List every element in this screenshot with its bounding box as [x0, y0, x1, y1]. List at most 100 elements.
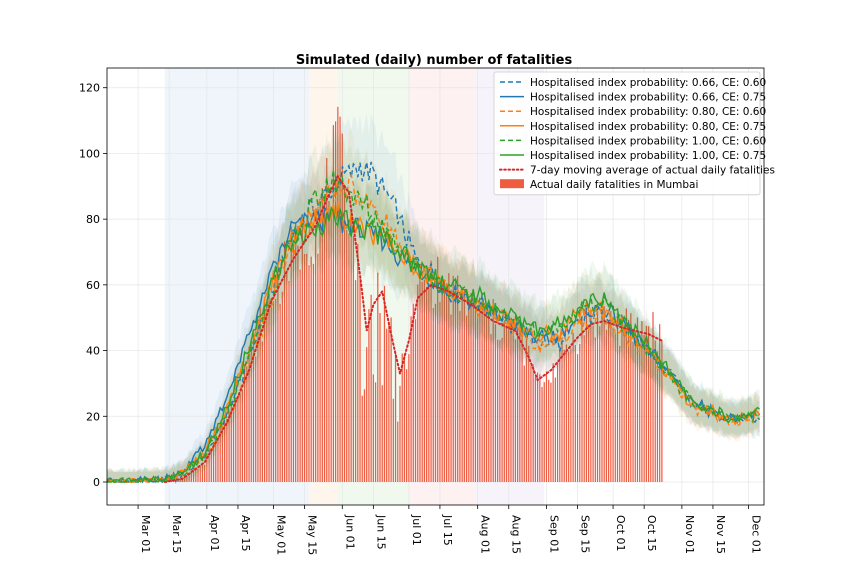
- x-tick-label-7: Jun 15: [374, 514, 387, 550]
- fatality-bar: [652, 312, 654, 482]
- fatality-bar: [563, 349, 565, 482]
- fatality-bar: [450, 314, 452, 482]
- x-tick-label-12: Sep 01: [547, 515, 560, 553]
- fatality-bar: [179, 478, 181, 482]
- fatality-bar: [246, 366, 248, 482]
- fatality-bar: [501, 337, 503, 482]
- fatality-bar: [408, 354, 410, 482]
- fatality-bar: [601, 309, 603, 482]
- fatality-bar: [434, 303, 437, 482]
- fatality-bar: [612, 327, 614, 482]
- fatality-bar: [457, 275, 459, 482]
- y-tick-label-60: 60: [86, 279, 100, 292]
- fatality-bar: [399, 385, 401, 482]
- fatality-bar: [341, 133, 343, 482]
- fatality-bar: [656, 351, 659, 482]
- fatality-bar: [403, 353, 406, 482]
- fatality-bar: [463, 289, 465, 482]
- fatality-bar: [459, 310, 461, 482]
- fatality-bar: [319, 202, 321, 482]
- fatality-bar: [190, 471, 192, 482]
- fatality-bar: [430, 260, 432, 482]
- fatality-bar: [559, 346, 561, 482]
- fatality-bar: [286, 270, 288, 482]
- fatality-bar: [619, 345, 621, 482]
- fatality-bar: [474, 297, 477, 482]
- fatality-bar: [650, 350, 652, 482]
- envelope-series-1: [107, 164, 760, 483]
- fatality-bar: [390, 317, 392, 482]
- fatality-bar: [374, 382, 377, 482]
- fatality-bar: [596, 309, 599, 482]
- fatality-bar: [279, 303, 281, 482]
- fatality-bar: [497, 339, 499, 482]
- fatality-bar: [219, 423, 221, 482]
- fatality-bar: [581, 318, 583, 482]
- fatality-bar: [585, 310, 588, 482]
- fatality-bar: [661, 339, 663, 482]
- x-tick-label-11: Aug 15: [510, 515, 523, 554]
- x-tick-label-16: Nov 01: [683, 515, 696, 554]
- fatality-bar: [432, 308, 434, 482]
- fatality-bar: [317, 253, 319, 482]
- fatality-bar: [630, 313, 632, 482]
- fatality-bar: [244, 366, 246, 482]
- fatality-bar: [270, 298, 272, 482]
- fatality-bar: [386, 328, 388, 482]
- fatality-bar: [472, 290, 474, 482]
- fatality-bar: [239, 394, 241, 482]
- fatality-bar: [266, 299, 268, 482]
- fatality-bar: [517, 327, 519, 482]
- fatality-bar: [605, 329, 608, 482]
- fatality-bar: [383, 285, 386, 482]
- fatality-bar: [483, 303, 485, 482]
- fatality-bar: [195, 467, 197, 482]
- fatality-bar: [352, 235, 354, 482]
- fatality-bar: [441, 283, 443, 482]
- fatality-bar: [224, 421, 226, 482]
- fatality-bar: [417, 284, 419, 482]
- fatality-bar: [257, 319, 259, 482]
- legend-label-2: Hospitalised index probability: 0.80, CE…: [530, 106, 766, 118]
- fatality-bar: [645, 325, 647, 482]
- line-series-1: [106, 204, 761, 484]
- fatality-bar: [321, 188, 323, 482]
- x-tick-label-5: May 15: [306, 515, 319, 555]
- fatality-bar: [608, 321, 610, 482]
- fatality-bar: [556, 362, 559, 482]
- fatality-bar: [343, 188, 346, 482]
- fatality-bar: [272, 301, 275, 482]
- fatality-bar: [468, 306, 470, 482]
- fatality-bar: [330, 211, 332, 483]
- legend-label-3: Hospitalised index probability: 0.80, CE…: [530, 121, 766, 133]
- fatality-bar: [616, 312, 619, 482]
- fatality-bar: [445, 295, 448, 482]
- y-tick-label-0: 0: [93, 476, 100, 489]
- fatality-bar: [594, 337, 596, 482]
- fatality-bar: [461, 289, 463, 482]
- fatality-bar: [539, 374, 541, 482]
- fatality-bar: [494, 324, 497, 482]
- fatality-bar: [554, 377, 556, 482]
- fatality-bar: [492, 299, 494, 482]
- fatality-bar: [614, 333, 616, 482]
- fatality-bar: [659, 324, 661, 482]
- fatality-bar: [261, 341, 263, 482]
- fatality-bar: [470, 298, 472, 482]
- fatality-bar: [647, 326, 650, 482]
- fatality-bar: [295, 223, 297, 482]
- fatality-bar: [568, 351, 570, 482]
- fatality-bar: [519, 329, 521, 482]
- fatality-bar: [221, 431, 224, 482]
- fatality-bar: [412, 303, 414, 482]
- fatality-bar: [541, 386, 543, 482]
- fatality-bar: [212, 443, 215, 482]
- fatality-bar: [184, 476, 186, 482]
- fatality-bar: [268, 292, 270, 482]
- fatality-bar: [423, 279, 426, 482]
- fatality-bar: [477, 313, 479, 482]
- fatality-bar: [188, 474, 190, 482]
- fatality-bar: [485, 308, 488, 482]
- fatality-bar: [215, 436, 217, 482]
